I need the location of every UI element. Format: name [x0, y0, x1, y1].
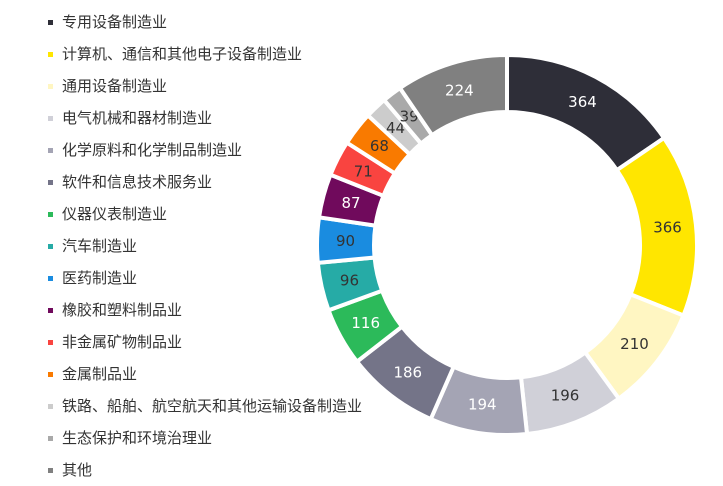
legend-swatch	[48, 403, 53, 409]
slice-value-label: 194	[468, 396, 497, 414]
slice-value-label: 116	[351, 314, 380, 332]
legend-item: 其他	[48, 454, 362, 486]
legend-item: 计算机、通信和其他电子设备制造业	[48, 38, 362, 70]
legend-label: 通用设备制造业	[62, 77, 168, 95]
legend-label: 汽车制造业	[62, 237, 138, 255]
slice-value-label: 87	[341, 194, 360, 212]
legend-label: 铁路、船舶、航空航天和其他运输设备制造业	[62, 397, 363, 415]
legend-item: 软件和信息技术服务业	[48, 166, 362, 198]
slice-value-label: 44	[386, 119, 405, 137]
legend-swatch	[48, 275, 53, 281]
legend-item: 通用设备制造业	[48, 70, 362, 102]
legend-swatch	[48, 51, 53, 57]
slice-value-label: 364	[568, 93, 597, 111]
legend-item: 金属制品业	[48, 358, 362, 390]
legend-item: 化学原料和化学制品制造业	[48, 134, 362, 166]
legend-item: 生态保护和环境治理业	[48, 422, 362, 454]
slice-value-label: 90	[336, 232, 355, 250]
legend-label: 计算机、通信和其他电子设备制造业	[62, 45, 303, 63]
legend-item: 医药制造业	[48, 262, 362, 294]
legend-item: 汽车制造业	[48, 230, 362, 262]
legend-label: 其他	[62, 461, 93, 479]
legend-swatch	[48, 147, 53, 153]
legend-label: 橡胶和塑料制品业	[62, 301, 183, 319]
donut-slice	[397, 52, 509, 138]
legend-item: 仪器仪表制造业	[48, 198, 362, 230]
chart-legend: 专用设备制造业计算机、通信和其他电子设备制造业 通用设备制造业电气机械和器材制造业…	[48, 6, 362, 486]
slice-value-label: 210	[620, 335, 649, 353]
legend-swatch	[48, 371, 53, 377]
legend-swatch	[48, 83, 53, 89]
legend-item: 非金属矿物制品业	[48, 326, 362, 358]
slice-value-label: 224	[445, 82, 474, 100]
slice-value-label: 96	[340, 272, 359, 290]
legend-label: 生态保护和环境治理业	[62, 429, 213, 447]
legend-item: 铁路、船舶、航空航天和其他运输设备制造业	[48, 390, 362, 422]
legend-item: 橡胶和塑料制品业	[48, 294, 362, 326]
legend-label: 电气机械和器材制造业	[62, 109, 213, 127]
legend-label: 医药制造业	[62, 269, 138, 287]
legend-swatch	[48, 179, 53, 185]
legend-item: 电气机械和器材制造业	[48, 102, 362, 134]
legend-swatch	[48, 211, 53, 217]
legend-item: 专用设备制造业	[48, 6, 362, 38]
legend-label: 非金属矿物制品业	[62, 333, 183, 351]
legend-label: 化学原料和化学制品制造业	[62, 141, 243, 159]
slice-value-label: 68	[370, 137, 389, 155]
legend-label: 金属制品业	[62, 365, 138, 383]
legend-label: 软件和信息技术服务业	[62, 173, 213, 191]
legend-swatch	[48, 243, 53, 249]
legend-swatch	[48, 19, 53, 25]
legend-swatch	[48, 307, 53, 313]
legend-swatch	[48, 435, 53, 441]
slice-value-label: 366	[653, 218, 682, 236]
legend-label: 专用设备制造业	[62, 13, 168, 31]
legend-swatch	[48, 467, 53, 473]
legend-swatch	[48, 339, 53, 345]
slice-value-label: 196	[551, 387, 580, 405]
legend-swatch	[48, 115, 53, 121]
legend-label: 仪器仪表制造业	[62, 205, 168, 223]
slice-value-label: 71	[354, 162, 373, 180]
slice-value-label: 186	[393, 363, 422, 381]
